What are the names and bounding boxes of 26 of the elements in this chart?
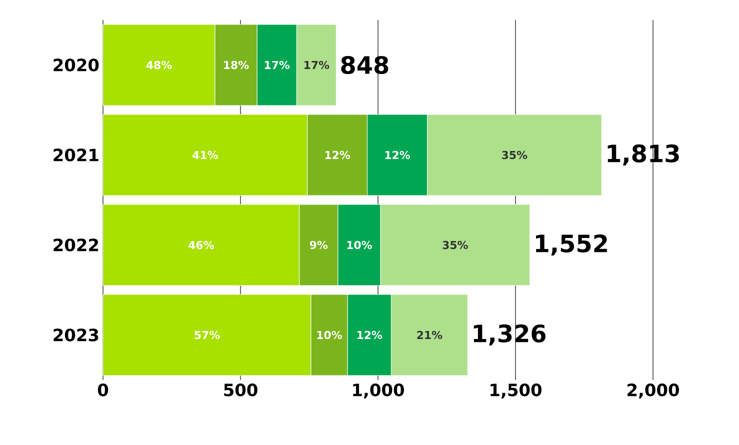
x-tick-label: 2,000	[628, 384, 679, 398]
annotation: 12%	[385, 150, 410, 160]
x-tick-label: 1,500	[490, 384, 542, 398]
x-tick-label: 1,000	[353, 384, 404, 398]
annotation: 12%	[357, 330, 382, 340]
annotation: 10%	[347, 240, 372, 250]
y-tick-label: 2020	[54, 58, 99, 72]
annotation: 41%	[192, 150, 218, 160]
annotation: 57%	[194, 330, 220, 340]
x-tick-label: 500	[224, 384, 258, 396]
annotation: 12%	[325, 150, 350, 160]
total-label: 1,552	[536, 234, 607, 256]
annotation: 21%	[417, 330, 442, 340]
annotation: 48%	[146, 60, 172, 70]
annotation: 35%	[442, 240, 468, 250]
annotation: 18%	[224, 60, 249, 70]
y-tick-label: 2023	[54, 328, 98, 342]
annotation: 17%	[264, 60, 290, 70]
annotation: 17%	[304, 60, 330, 70]
annotation: 46%	[188, 240, 214, 250]
y-tick-label: 2021	[54, 148, 98, 162]
annotation: 10%	[317, 330, 342, 340]
x-tick-label: 0	[98, 384, 108, 396]
y-tick-label: 2022	[54, 238, 98, 252]
annotation: 9%	[310, 240, 328, 250]
annotation: 35%	[502, 150, 528, 160]
